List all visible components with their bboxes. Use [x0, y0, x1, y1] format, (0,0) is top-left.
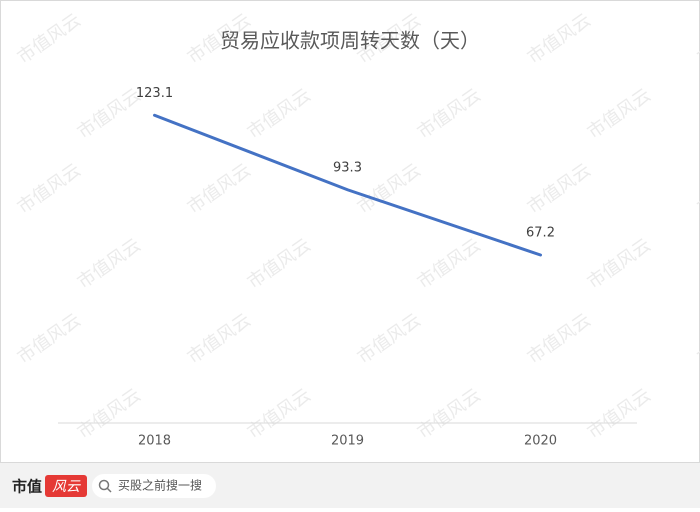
data-label: 93.3 — [333, 160, 362, 175]
x-tick-label: 2019 — [331, 434, 364, 449]
chart-title: 贸易应收款项周转天数（天） — [220, 29, 480, 53]
brand-mark: 风云 — [52, 479, 81, 495]
x-tick-label: 2020 — [524, 434, 557, 449]
search-icon-handle — [106, 487, 112, 493]
brand-mark-box — [45, 475, 87, 497]
search-icon — [98, 479, 110, 491]
data-label: 123.1 — [136, 86, 173, 101]
search-placeholder[interactable]: 买股之前搜一搜 — [118, 478, 202, 493]
chart-frame — [0, 0, 700, 463]
data-label: 67.2 — [526, 226, 555, 241]
x-tick-label: 2018 — [138, 434, 171, 449]
brand: 市值 — [12, 478, 42, 496]
search-box[interactable] — [92, 474, 216, 498]
line — [153, 113, 542, 257]
